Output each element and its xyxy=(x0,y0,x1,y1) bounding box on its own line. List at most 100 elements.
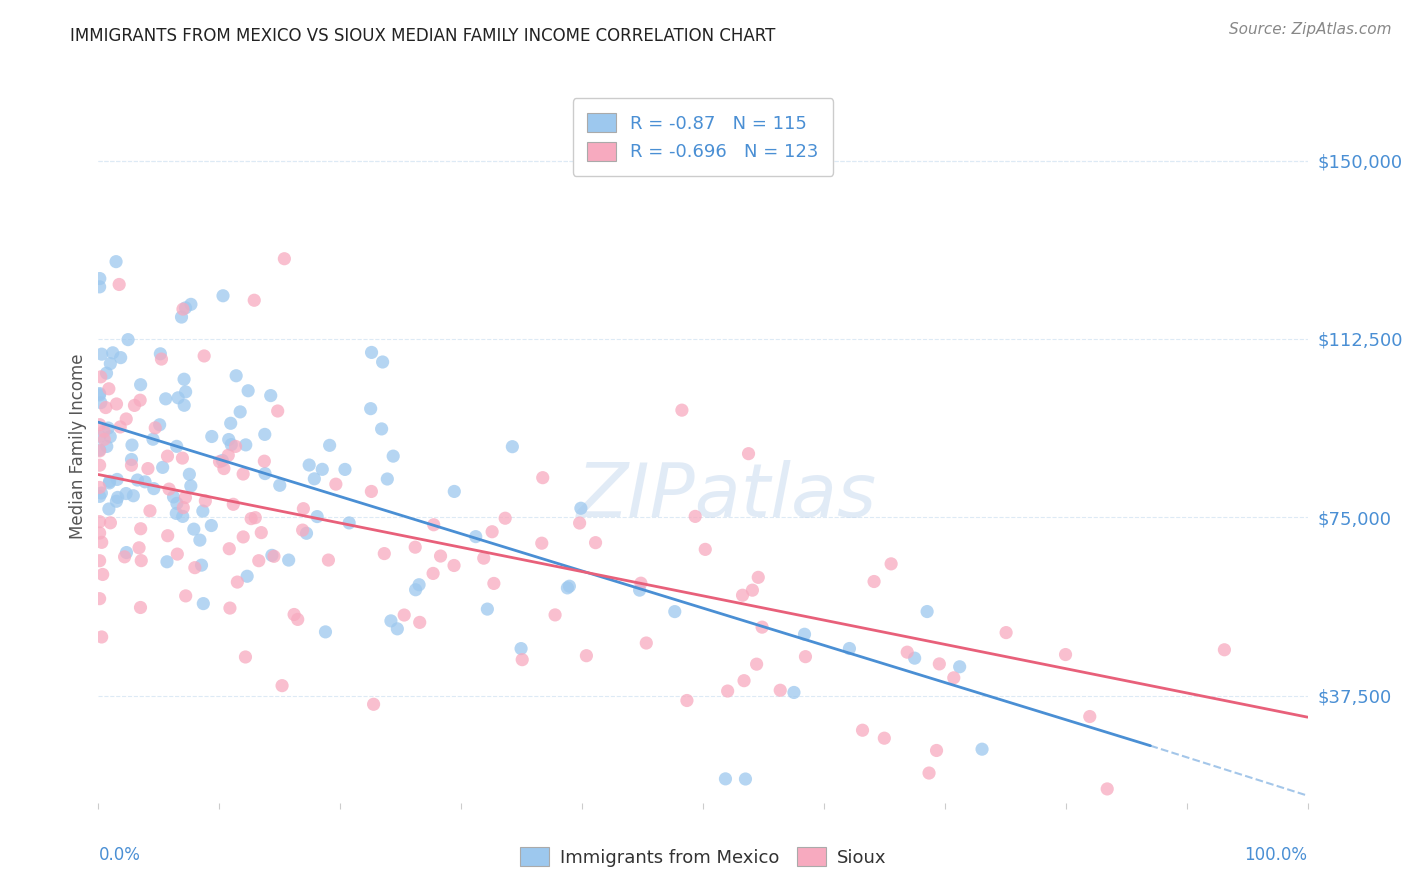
Point xyxy=(212,461,235,475)
Point xyxy=(219,417,242,431)
Point xyxy=(165,507,187,521)
Point xyxy=(544,607,567,622)
Point xyxy=(337,516,360,530)
Point xyxy=(481,524,503,539)
Point xyxy=(152,460,174,475)
Point xyxy=(277,553,299,567)
Point xyxy=(155,392,177,406)
Text: 100.0%: 100.0% xyxy=(1244,846,1308,863)
Point xyxy=(918,766,941,780)
Point xyxy=(156,529,179,543)
Point xyxy=(995,625,1018,640)
Point xyxy=(915,605,938,619)
Point xyxy=(105,494,128,508)
Point xyxy=(793,627,815,641)
Point xyxy=(267,404,290,418)
Point xyxy=(510,653,533,667)
Point xyxy=(115,545,138,559)
Point xyxy=(569,501,592,516)
Point xyxy=(90,630,112,644)
Point xyxy=(179,467,201,482)
Point xyxy=(235,650,257,665)
Point xyxy=(90,395,112,409)
Point xyxy=(218,433,240,447)
Point xyxy=(91,567,114,582)
Point xyxy=(949,659,972,673)
Point xyxy=(156,449,179,463)
Point xyxy=(1213,642,1236,657)
Point xyxy=(568,516,591,530)
Point xyxy=(219,601,242,615)
Text: 0.0%: 0.0% xyxy=(98,846,141,863)
Point xyxy=(311,462,333,476)
Point xyxy=(429,549,451,563)
Point xyxy=(184,560,207,574)
Point xyxy=(510,641,533,656)
Point xyxy=(129,377,152,392)
Point xyxy=(482,576,505,591)
Point xyxy=(166,547,188,561)
Point xyxy=(115,486,138,500)
Point xyxy=(162,490,184,504)
Point xyxy=(107,491,129,505)
Point xyxy=(333,462,356,476)
Point xyxy=(240,511,263,525)
Point xyxy=(232,467,254,481)
Point xyxy=(851,723,873,738)
Point xyxy=(360,401,382,416)
Point xyxy=(98,357,121,371)
Point xyxy=(142,482,165,496)
Point xyxy=(443,558,465,573)
Point xyxy=(928,657,950,671)
Point xyxy=(218,541,240,556)
Point xyxy=(235,438,257,452)
Point xyxy=(671,403,693,417)
Point xyxy=(96,440,118,454)
Point xyxy=(89,388,111,402)
Point xyxy=(737,447,759,461)
Point xyxy=(98,475,121,490)
Point xyxy=(731,588,754,602)
Point xyxy=(101,346,124,360)
Point xyxy=(387,622,409,636)
Point xyxy=(190,558,212,573)
Point xyxy=(117,333,139,347)
Point xyxy=(271,679,294,693)
Point xyxy=(295,526,318,541)
Point xyxy=(422,517,444,532)
Point xyxy=(100,516,122,530)
Point xyxy=(896,645,918,659)
Point xyxy=(298,458,321,472)
Text: ZIPatlas: ZIPatlas xyxy=(576,460,877,532)
Point xyxy=(236,569,259,583)
Point xyxy=(409,615,432,630)
Point xyxy=(139,504,162,518)
Point xyxy=(236,384,259,398)
Point xyxy=(318,553,340,567)
Point xyxy=(217,448,239,462)
Point xyxy=(243,293,266,308)
Point xyxy=(838,641,860,656)
Point xyxy=(166,439,188,453)
Point xyxy=(90,486,112,500)
Point xyxy=(89,429,111,443)
Point xyxy=(360,345,382,359)
Point xyxy=(263,549,285,564)
Point xyxy=(93,424,115,438)
Point xyxy=(734,772,756,786)
Point xyxy=(89,554,111,568)
Point xyxy=(183,522,205,536)
Point xyxy=(129,600,152,615)
Point xyxy=(318,438,340,452)
Point xyxy=(166,496,188,510)
Point xyxy=(201,429,224,443)
Point xyxy=(212,289,235,303)
Point xyxy=(89,442,111,457)
Point xyxy=(173,398,195,412)
Point xyxy=(291,523,314,537)
Point xyxy=(269,478,291,492)
Point xyxy=(370,422,392,436)
Point xyxy=(122,489,145,503)
Point xyxy=(93,433,115,447)
Point xyxy=(422,566,444,581)
